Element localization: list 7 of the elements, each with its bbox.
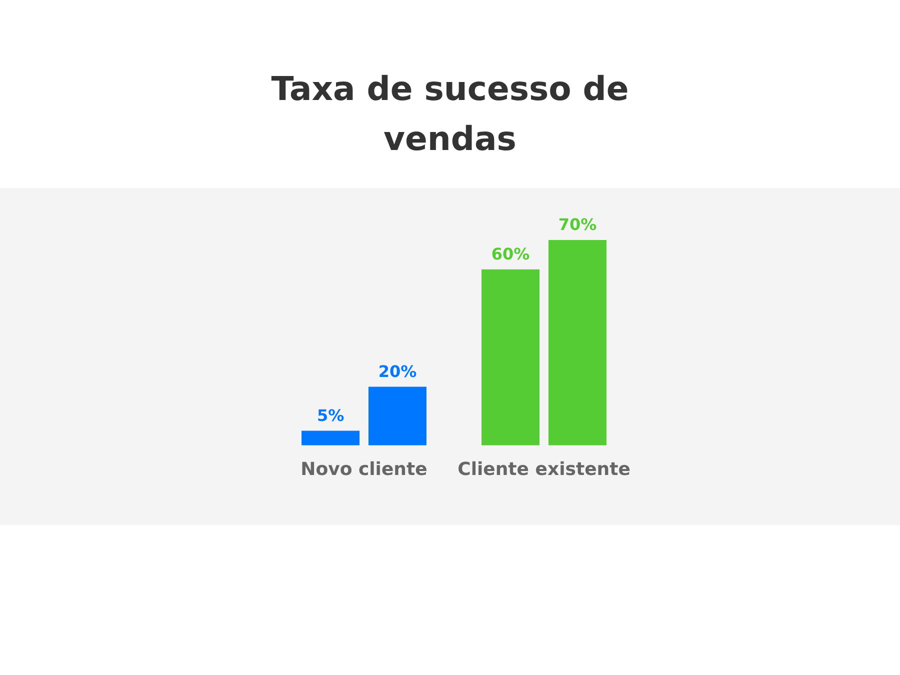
x-tick-label: Cliente existente [458, 458, 630, 480]
data-label: 60% [491, 244, 530, 264]
data-label: 20% [378, 362, 417, 381]
data-label: 5% [316, 406, 344, 425]
data-label: 70% [558, 215, 597, 234]
chart-title: Taxa de sucesso de vendas [270, 68, 630, 160]
x-tick-label: Novo cliente [300, 458, 428, 480]
